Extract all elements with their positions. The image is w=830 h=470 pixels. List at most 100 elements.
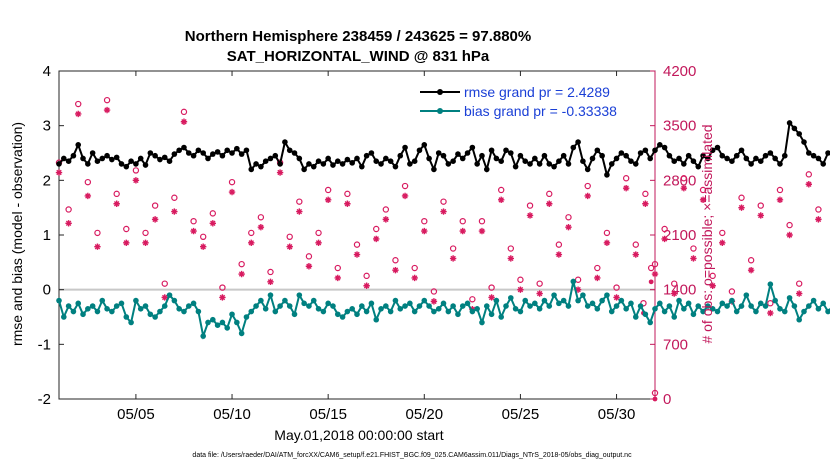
obs-possible-marker	[440, 198, 447, 205]
bias-point	[128, 319, 134, 326]
bias-point	[137, 306, 144, 312]
rmse-point	[618, 150, 625, 156]
bias-point	[700, 308, 706, 315]
rmse-point	[575, 139, 581, 145]
bias-point	[339, 314, 346, 320]
rmse-point	[522, 158, 529, 164]
bias-point	[743, 292, 750, 298]
rmse-point	[301, 166, 307, 173]
rmse-point	[171, 151, 178, 157]
rmse-point	[416, 147, 423, 154]
rmse-point	[532, 155, 538, 162]
rmse-point	[128, 158, 134, 164]
bias-point	[113, 303, 120, 309]
obs-possible-marker	[497, 186, 505, 194]
rmse-point	[166, 158, 173, 164]
bias-point	[373, 316, 380, 323]
rmse-point	[738, 147, 745, 154]
obs-assimilated-marker	[652, 396, 658, 402]
rmse-point	[464, 150, 471, 156]
rmse-point	[70, 152, 77, 159]
rmse-point	[671, 158, 678, 164]
rmse-point	[334, 158, 341, 164]
obs-assimilated-marker	[94, 243, 101, 250]
rmse-point	[133, 161, 139, 167]
bias-point	[152, 314, 158, 320]
bias-point	[810, 297, 817, 304]
rmse-point	[556, 158, 562, 164]
x-tick-label: 05/25	[502, 406, 540, 423]
rmse-point	[238, 151, 245, 157]
obs-possible-marker	[430, 288, 438, 295]
legend-rmse-label: rmse grand pr = 2.4289	[464, 84, 610, 100]
rmse-point	[282, 139, 288, 145]
obs-assimilated-marker	[449, 255, 457, 262]
bias-point	[791, 303, 798, 309]
y-tick-label: -2	[38, 391, 51, 408]
rmse-point	[248, 166, 255, 173]
bias-point	[753, 308, 759, 315]
x-tick-label: 05/20	[406, 406, 444, 423]
obs-possible-marker	[296, 198, 303, 205]
rmse-point	[94, 158, 101, 164]
obs-assimilated-marker	[401, 192, 409, 200]
obs-possible-marker	[151, 202, 159, 209]
obs-possible-marker	[786, 221, 793, 229]
bias-point	[681, 306, 687, 312]
bias-point	[89, 303, 96, 309]
rmse-point	[118, 161, 125, 167]
bias-point	[70, 308, 77, 315]
bias-point	[589, 300, 596, 307]
rmse-point	[267, 155, 274, 162]
rmse-point	[508, 150, 514, 156]
obs-assimilated-marker	[199, 243, 207, 250]
rmse-point	[147, 150, 154, 156]
obs-possible-marker	[324, 186, 332, 194]
bias-point	[729, 297, 735, 304]
rmse-point	[762, 152, 769, 159]
rmse-point	[637, 150, 644, 156]
bias-point	[498, 314, 504, 320]
bias-point	[224, 325, 231, 331]
bias-point	[411, 308, 418, 315]
obs-possible-marker	[594, 264, 601, 272]
bias-point	[786, 295, 793, 301]
rmse-point	[99, 155, 106, 162]
bias-point	[291, 311, 298, 318]
rmse-point	[479, 152, 485, 159]
bias-point	[407, 300, 413, 307]
obs-possible-marker	[353, 241, 361, 248]
obs-assimilated-marker	[757, 212, 764, 219]
bias-point	[738, 303, 745, 309]
obs-assimilated-marker	[75, 110, 82, 118]
obs-assimilated-marker	[305, 263, 313, 270]
obs-possible-marker	[373, 225, 380, 233]
rmse-point	[440, 152, 447, 159]
obs-possible-marker	[113, 190, 120, 198]
bias-point	[671, 314, 678, 320]
rmse-point	[109, 156, 115, 163]
bias-point	[402, 303, 408, 309]
obs-possible-marker	[161, 280, 168, 287]
bias-point	[94, 308, 101, 315]
rmse-point	[512, 163, 519, 170]
obs-assimilated-marker	[565, 223, 572, 231]
obs-assimilated-marker	[555, 251, 563, 258]
bias-point	[724, 303, 730, 309]
bias-point	[676, 297, 682, 304]
rmse-point	[344, 156, 351, 163]
bias-point	[488, 311, 495, 318]
rmse-point	[676, 155, 682, 162]
y2-tick-label: 4200	[663, 63, 696, 80]
rmse-point	[599, 152, 605, 159]
bias-point	[445, 308, 452, 315]
obs-possible-marker	[565, 214, 572, 221]
obs-possible-marker	[517, 276, 524, 283]
plot-area: -2 -1 0 1 2 3 4 0 700 1400 2100 2800 3500 4200 05/05 05…	[38, 63, 830, 423]
obs-assimilated-marker	[151, 216, 159, 223]
bias-point	[801, 308, 807, 315]
rmse-point	[810, 152, 817, 159]
bias-point	[815, 306, 822, 312]
rmse-point	[474, 161, 480, 167]
rmse-point	[104, 152, 110, 159]
